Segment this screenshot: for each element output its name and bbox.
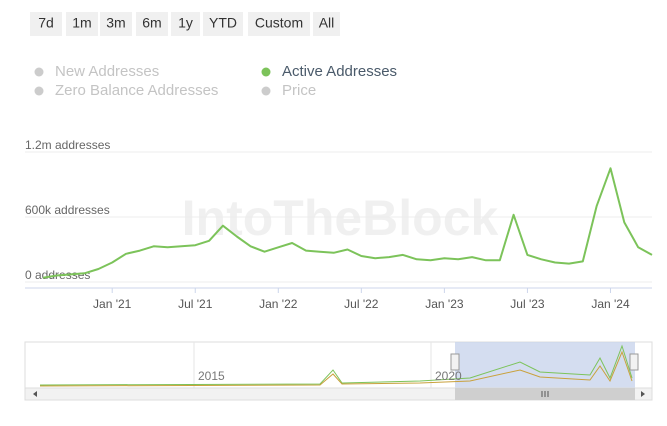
x-tick-label: Jul '23: [510, 297, 545, 311]
range-button[interactable]: [203, 12, 243, 36]
navigator-handle[interactable]: [450, 353, 460, 371]
legend-label[interactable]: New Addresses: [55, 63, 159, 80]
navigator-selection[interactable]: [455, 342, 635, 388]
navigator-label: 2020: [435, 369, 462, 383]
x-tick-label: Jan '21: [93, 297, 132, 311]
series-line: [42, 167, 653, 279]
x-tick-label: Jul '21: [178, 297, 213, 311]
navigator-handle[interactable]: [629, 353, 639, 371]
y-tick-label: 600k addresses: [25, 203, 110, 217]
range-button-label[interactable]: 3m: [106, 15, 125, 31]
legend-marker[interactable]: [261, 67, 271, 77]
legend-marker[interactable]: [34, 67, 44, 77]
scroll-right[interactable]: [641, 391, 645, 397]
scrollbar-grip: [541, 391, 549, 397]
legend-marker[interactable]: [261, 86, 271, 96]
range-button[interactable]: [171, 12, 200, 36]
range-button-label[interactable]: 6m: [142, 15, 161, 31]
range-button[interactable]: [66, 12, 98, 36]
x-tick-label: Jul '22: [344, 297, 379, 311]
x-tick-label: Jan '22: [259, 297, 298, 311]
range-button-label[interactable]: 1y: [178, 15, 193, 31]
navigator-label: 2015: [198, 369, 225, 383]
legend-label[interactable]: Active Addresses: [282, 63, 397, 80]
x-tick-label: Jan '23: [425, 297, 464, 311]
navigator-line: [39, 344, 633, 386]
range-button[interactable]: [313, 12, 340, 36]
range-button-label[interactable]: 7d: [38, 15, 54, 31]
scroll-left[interactable]: [33, 391, 37, 397]
watermark: IntoTheBlock: [182, 190, 499, 246]
range-button[interactable]: [100, 12, 132, 36]
x-tick-label: Jan '24: [591, 297, 630, 311]
range-button[interactable]: [136, 12, 168, 36]
range-button-label[interactable]: Custom: [255, 15, 303, 31]
y-tick-label: 1.2m addresses: [25, 138, 110, 152]
range-button[interactable]: [30, 12, 62, 36]
range-button-label[interactable]: YTD: [209, 15, 237, 31]
navigator-line: [39, 350, 633, 387]
range-button[interactable]: [248, 12, 310, 36]
range-button-label[interactable]: All: [319, 15, 335, 31]
range-button-label[interactable]: 1m: [72, 15, 91, 31]
legend-label[interactable]: Price: [282, 82, 316, 99]
legend-marker[interactable]: [34, 86, 44, 96]
legend-label[interactable]: Zero Balance Addresses: [55, 82, 218, 99]
